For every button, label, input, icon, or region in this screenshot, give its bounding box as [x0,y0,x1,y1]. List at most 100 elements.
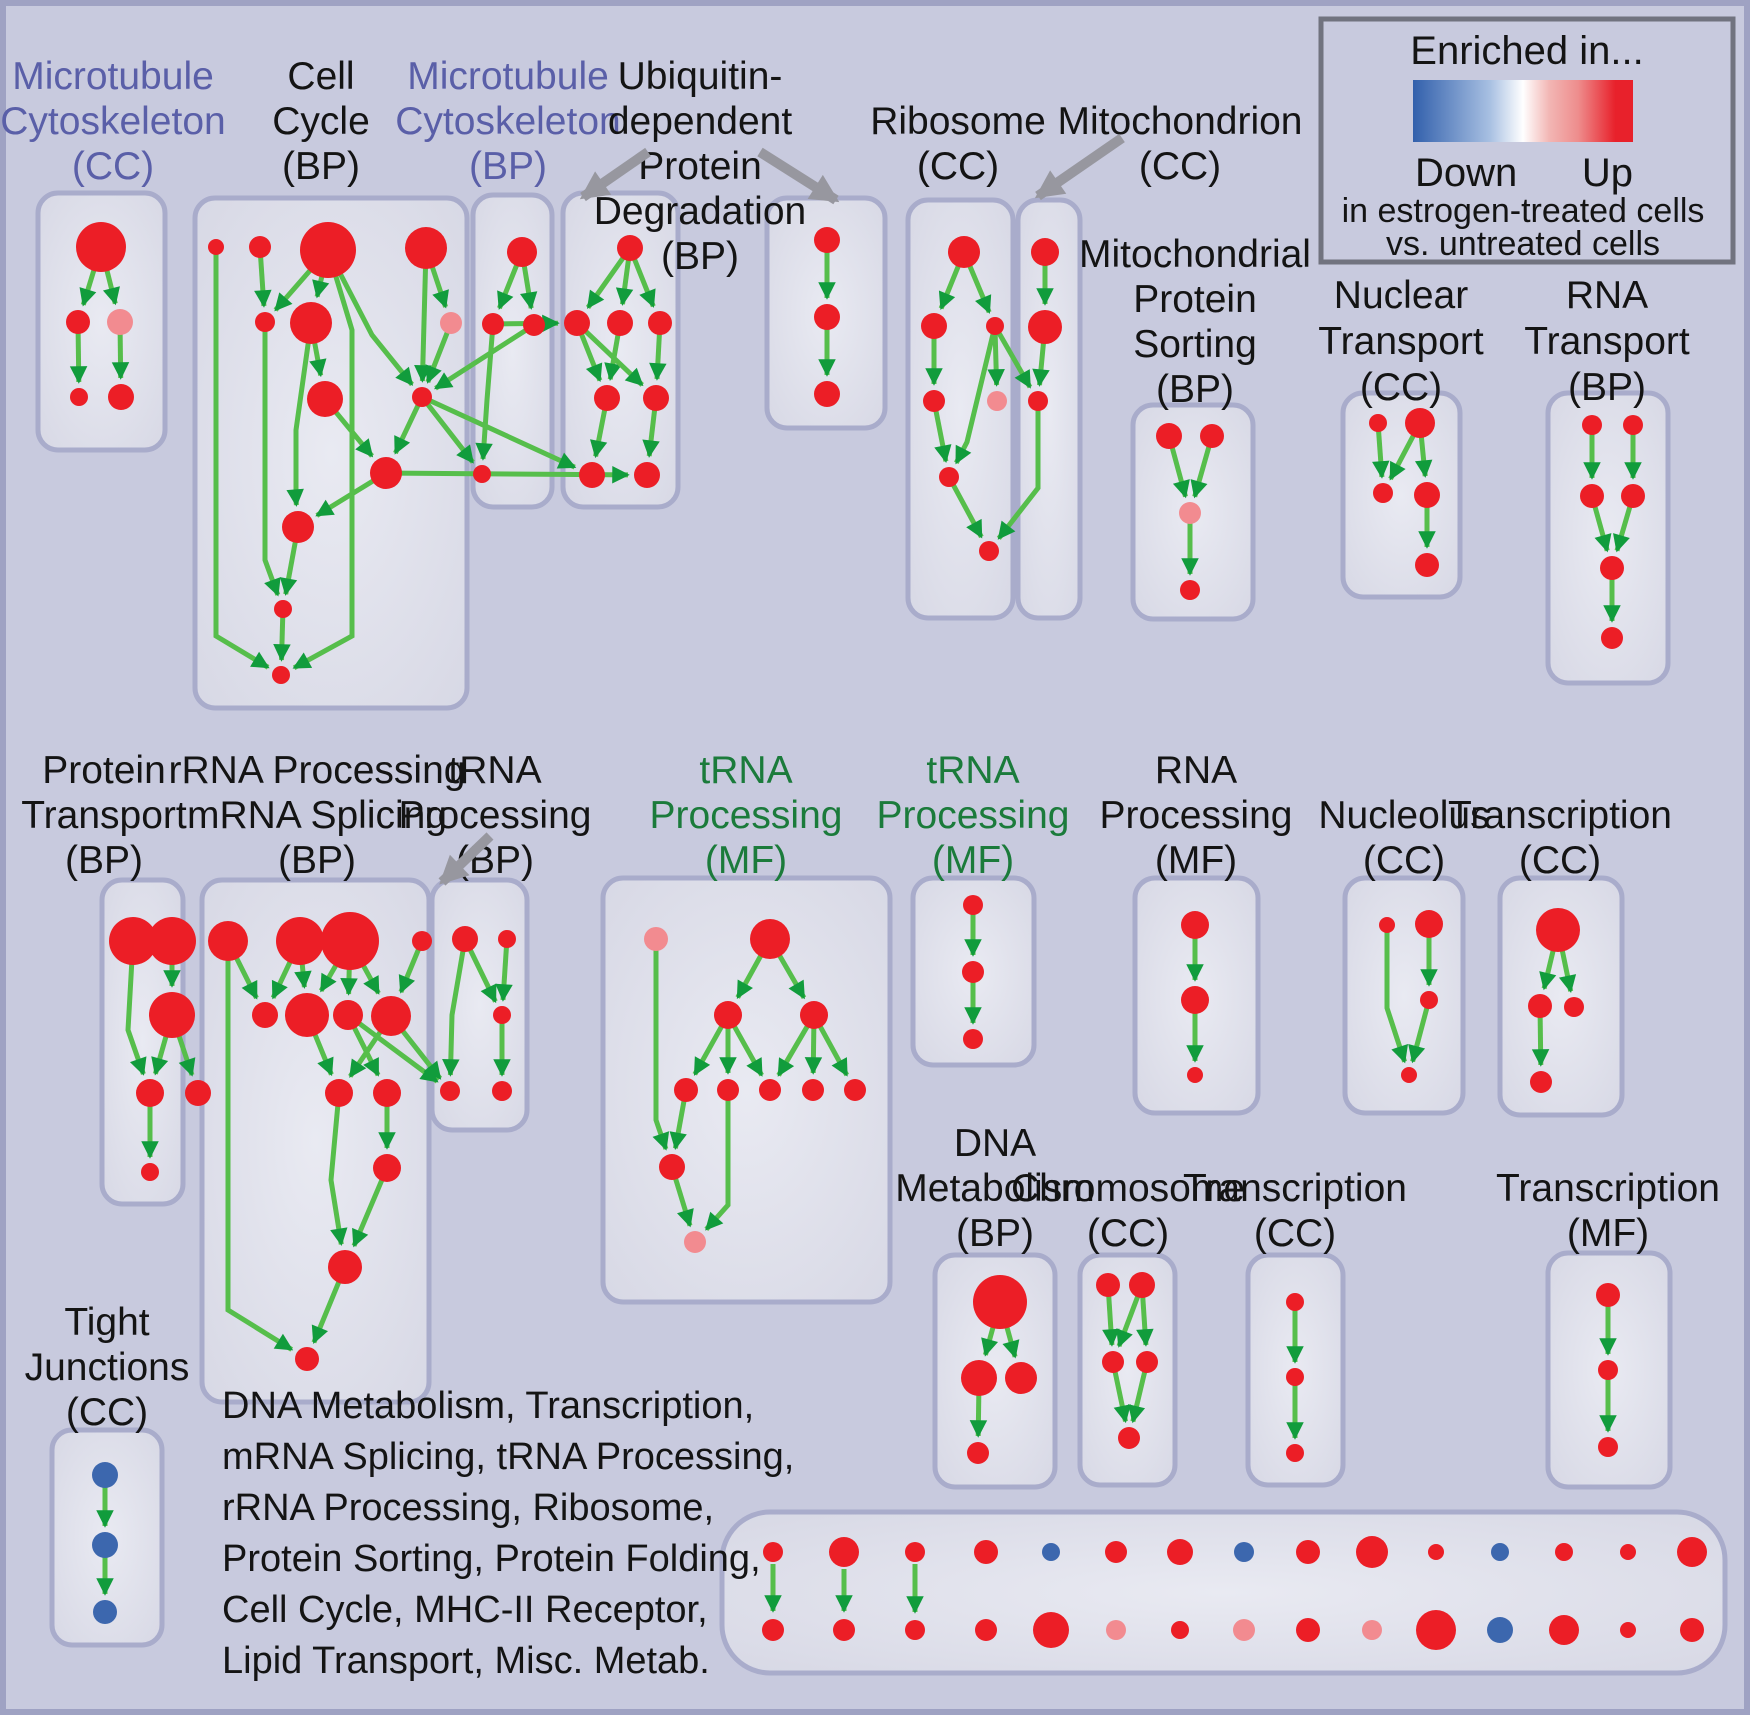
node-chromosome-c5 [1118,1427,1140,1449]
edge [328,1101,348,1247]
node-ribosome-F [939,467,959,487]
cluster-label: (CC) [917,145,999,188]
strip-node-bottom-6 [1106,1620,1126,1640]
cluster-label: (CC) [72,145,154,188]
node-trna-mf-small-s1 [963,895,983,915]
cluster-label: Ribosome [870,100,1046,143]
node-microtubule-cc-c [107,309,133,335]
node-transcription-cc-1-w4 [1530,1071,1552,1093]
edge [414,260,432,383]
cluster-label: Mitochondrion [1058,100,1303,143]
cluster-label: (BP) [1568,366,1646,409]
summary-strip-box [719,1509,1728,1676]
cluster-label: rRNA Processing [169,749,466,792]
strip-node-top-6 [1105,1541,1127,1563]
node-nucleolus-v4 [1401,1067,1417,1083]
node-transcription-cc-1-w2 [1528,994,1552,1018]
node-mito-protein-sorting-k1 [1156,423,1182,449]
cluster-box-trna-mf-large [600,875,893,1305]
node-cell-cycle-n1 [208,239,224,255]
strip-node-bottom-14 [1620,1622,1636,1638]
node-cell-cycle-n2 [249,236,271,258]
cluster-box-mitochondrion [1015,197,1083,621]
node-trna-bp-Q [498,930,516,948]
cluster-label: (CC) [1254,1212,1336,1255]
node-chromosome-c3 [1102,1351,1124,1373]
cluster-box-chromosome [1077,1252,1178,1488]
cluster-label: mRNA Splicing [187,794,447,837]
node-rna-transport-a [1582,415,1602,435]
edge [815,1021,849,1077]
edge [315,475,380,518]
node-protein-transport-p2 [148,917,196,965]
cluster-label: dependent [608,100,793,143]
node-chromosome-c1 [1096,1273,1120,1297]
node-trna-mf-large-m2 [750,919,790,959]
node-dna-metabolism-x4 [967,1442,989,1464]
cluster-label: Protein [638,145,762,188]
edge [954,330,997,465]
node-trna-mf-large-m7 [759,1079,781,1101]
strip-node-bottom-12 [1487,1617,1513,1643]
cluster-label: Metabolism [895,1167,1094,1210]
cluster-label: (CC) [1087,1212,1169,1255]
cluster-box-nuclear-transport [1340,390,1463,600]
edge [735,948,767,1000]
node-tight-junctions-t1 [92,1462,118,1488]
callout-arrow-4 [438,832,494,886]
cluster-box-transcription-cc-1 [1497,875,1625,1118]
node-dna-metabolism-x1 [973,1275,1027,1329]
node-trna-mf-large-m4 [800,1001,828,1029]
cluster-label: Transcription [1448,794,1672,837]
cluster-label: Transcription [1183,1167,1407,1210]
callout-arrow-3 [1034,133,1125,201]
edge [1372,428,1390,479]
node-mitochondrion-J [1028,391,1048,411]
node-microtubule-cc-d [70,388,88,406]
node-protein-transport-p5 [141,1163,159,1181]
edge [329,405,374,458]
node-trna-mf-large-m10 [659,1154,685,1180]
labels: MicrotubuleCytoskeleton(CC)CellCycle(BP)… [0,55,1720,1682]
node-mito-protein-sorting-k2 [1200,424,1224,448]
edge [497,259,521,310]
node-ribosome-G [979,541,999,561]
edge [1111,1367,1131,1424]
node-rna-processing-mf-q3 [1187,1067,1203,1083]
node-microtubule-bp-d [473,465,491,483]
edge [577,329,603,383]
strip-node-bottom-9 [1296,1618,1320,1642]
node-nucleolus-v2 [1415,910,1443,938]
edge [1168,442,1190,499]
edge [729,1021,764,1077]
node-rna-processing-mf-q2 [1181,986,1209,1014]
node-trna-bp-R [493,1006,511,1024]
node-trna-mf-large-m3 [714,1001,742,1029]
edge [1388,429,1419,481]
annotation-text-line-2: mRNA Splicing, tRNA Processing, [222,1436,794,1478]
annotation-text-line-4: Protein Sorting, Protein Folding, [222,1538,761,1580]
node-cell-cycle-n10 [370,457,402,489]
edge [1032,336,1050,387]
cluster-label: Ubiquitin- [618,55,783,98]
cluster-label: Cytoskeleton [395,100,620,143]
node-rna-transport-c [1580,484,1604,508]
node-trna-mf-large-m11 [684,1231,706,1253]
edge [398,945,423,994]
edge [225,953,294,1352]
cluster-label: Processing [650,794,843,837]
node-rrna-mrna-rL [328,1250,362,1284]
node-transcription-cc-2-y2 [1286,1368,1304,1386]
node-rrna-mrna-rD [412,931,432,951]
node-rrna-mrna-rK [373,1154,401,1182]
node-rrna-mrna-rB [276,917,324,965]
node-protein-transport-p3 [149,992,195,1038]
cluster-label: Chromosome [1011,1167,1245,1210]
cluster-label: Junctions [25,1346,190,1389]
cluster-label: Tight [64,1301,149,1344]
edge [669,1096,688,1151]
node-microtubule-cc-b [66,310,90,334]
node-rna-transport-f [1601,627,1623,649]
node-cell-cycle-n11 [282,511,314,543]
legend: Enriched in... Down Up in estrogen-treat… [1318,16,1736,265]
